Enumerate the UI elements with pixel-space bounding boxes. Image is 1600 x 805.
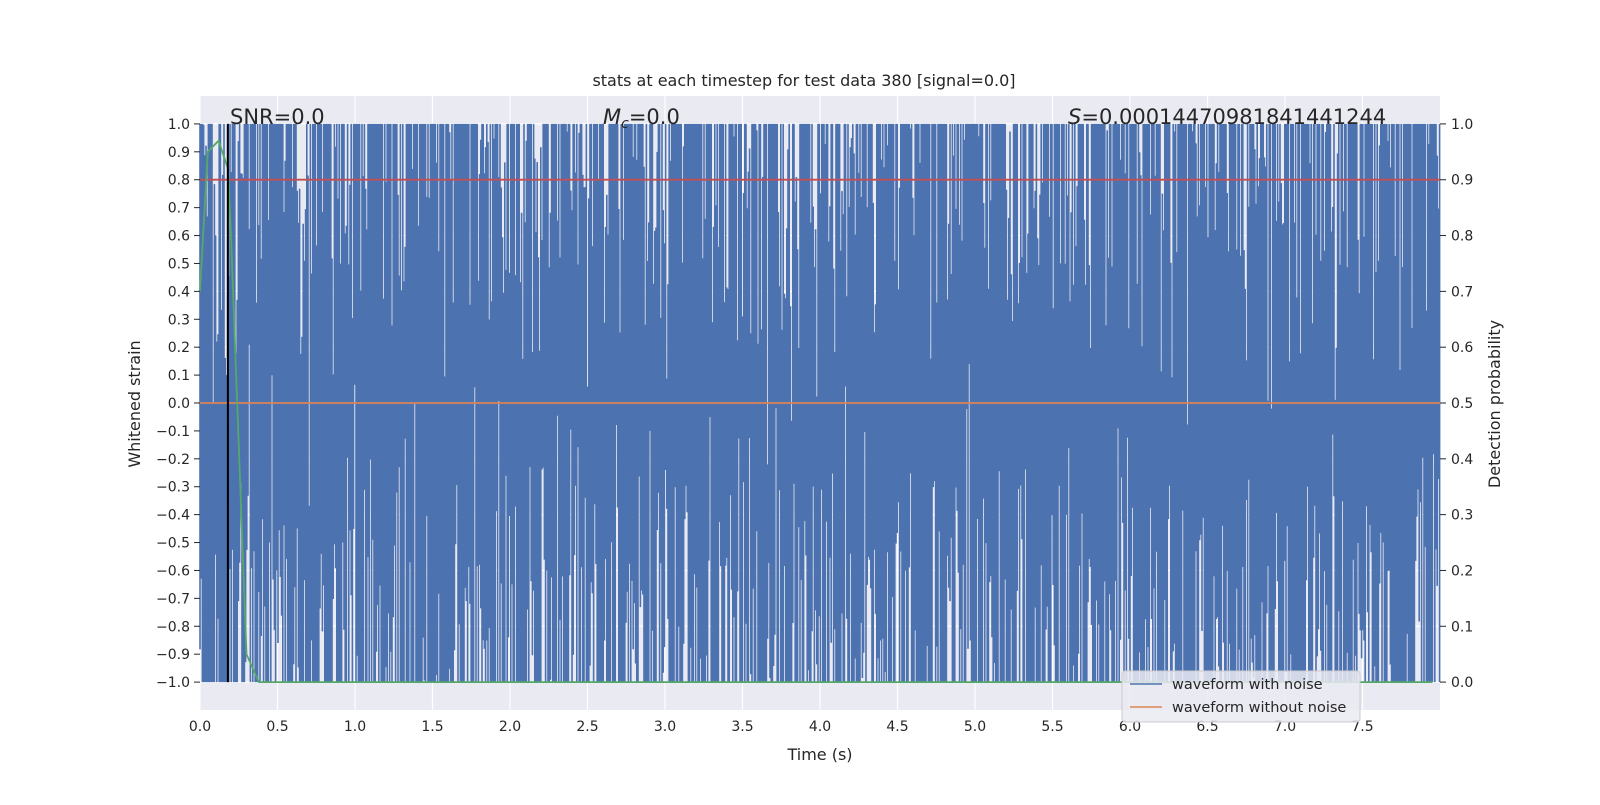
y-right-tick-label: 0.7 bbox=[1451, 284, 1473, 300]
x-tick-label: 7.0 bbox=[1274, 719, 1296, 735]
y-left-tick-label: −1.0 bbox=[156, 675, 190, 691]
legend-label-noise: waveform with noise bbox=[1172, 677, 1323, 693]
series-line-3 bbox=[199, 139, 1433, 683]
legend: waveform with noise waveform without noi… bbox=[1121, 670, 1361, 723]
series-lines bbox=[199, 123, 1440, 683]
y-right-axis-label: Detection probability bbox=[1485, 320, 1504, 488]
mc-subscript: c bbox=[621, 116, 629, 132]
x-tick-labels: 0.0 0.5 1.0 1.5 2.0 2.5 3.0 3.5 4.0 4.5 5.0 5.5 6.0 6… bbox=[189, 719, 1374, 735]
y-left-tick-label: −0.8 bbox=[156, 619, 190, 635]
y-left-tick-label: −0.4 bbox=[156, 508, 190, 524]
y-left-tick-label: −0.6 bbox=[156, 563, 190, 579]
x-tick-label: 0.0 bbox=[189, 719, 211, 735]
y-left-tick-labels: 1.0 0.9 0.8 0.7 0.6 0.5 0.4 0.3 0.2 0.1 0.0 −0.1 −0.… bbox=[156, 117, 200, 691]
y-left-tick-label: 0.1 bbox=[168, 368, 190, 384]
legend-box bbox=[1121, 670, 1361, 723]
y-right-tick-labels: 1.0 0.9 0.8 0.7 0.6 0.5 0.4 0.3 0.2 0.1 0.0 bbox=[1440, 117, 1473, 691]
x-tick-label: 5.5 bbox=[1041, 719, 1063, 735]
x-axis-label: Time (s) bbox=[786, 745, 852, 764]
x-tick-label: 1.5 bbox=[421, 719, 443, 735]
x-tick-label: 1.0 bbox=[344, 719, 366, 735]
y-right-tick-label: 0.1 bbox=[1451, 619, 1473, 635]
y-right-tick-label: 1.0 bbox=[1451, 117, 1473, 133]
y-right-tick-label: 0.8 bbox=[1451, 229, 1473, 245]
x-tick-label: 3.5 bbox=[731, 719, 753, 735]
y-left-tick-label: 0.0 bbox=[168, 396, 190, 412]
y-left-tick-label: −0.1 bbox=[156, 424, 190, 440]
legend-label-clean: waveform without noise bbox=[1172, 700, 1346, 716]
x-tick-label: 6.5 bbox=[1196, 719, 1218, 735]
y-left-tick-label: 1.0 bbox=[168, 117, 190, 133]
y-left-tick-label: −0.9 bbox=[156, 647, 190, 663]
y-left-tick-label: 0.8 bbox=[168, 173, 190, 189]
snr-annotation: SNR=0.0 bbox=[230, 105, 325, 129]
s-value: =0.00014470981841441244 bbox=[1081, 105, 1386, 129]
s-annotation: S=0.00014470981841441244 bbox=[1068, 105, 1386, 129]
y-right-tick-label: 0.0 bbox=[1451, 675, 1473, 691]
y-right-tick-label: 0.5 bbox=[1451, 396, 1473, 412]
y-left-tick-label: 0.5 bbox=[168, 256, 190, 272]
x-tick-label: 0.5 bbox=[266, 719, 288, 735]
y-left-tick-label: 0.3 bbox=[168, 312, 190, 328]
y-right-tick-label: 0.3 bbox=[1451, 508, 1473, 524]
y-left-tick-label: −0.3 bbox=[156, 480, 190, 496]
mc-annotation: Mc=0.0 bbox=[603, 105, 680, 132]
x-tick-label: 4.0 bbox=[809, 719, 831, 735]
y-right-tick-label: 0.4 bbox=[1451, 452, 1473, 468]
mc-value: =0.0 bbox=[629, 105, 680, 129]
x-tick-label: 4.5 bbox=[886, 719, 908, 735]
y-left-axis-label: Whitened strain bbox=[125, 340, 144, 467]
y-left-tick-label: −0.5 bbox=[156, 536, 190, 552]
mc-symbol: M bbox=[603, 105, 621, 129]
y-left-tick-label: 0.2 bbox=[168, 340, 190, 356]
chart-title: stats at each timestep for test data 380… bbox=[592, 71, 1015, 90]
x-tick-label: 2.5 bbox=[576, 719, 598, 735]
y-left-tick-label: −0.2 bbox=[156, 452, 190, 468]
y-left-tick-label: −0.7 bbox=[156, 591, 190, 607]
x-tick-label: 6.0 bbox=[1119, 719, 1141, 735]
y-right-tick-label: 0.9 bbox=[1451, 173, 1473, 189]
y-left-tick-label: 0.9 bbox=[168, 145, 190, 161]
x-tick-label: 2.0 bbox=[499, 719, 521, 735]
y-left-tick-label: 0.6 bbox=[168, 229, 190, 245]
y-right-tick-label: 0.2 bbox=[1451, 563, 1473, 579]
y-left-tick-label: 0.7 bbox=[168, 201, 190, 217]
y-right-tick-label: 0.6 bbox=[1451, 340, 1473, 356]
y-left-tick-label: 0.4 bbox=[168, 284, 190, 300]
x-tick-label: 7.5 bbox=[1351, 719, 1373, 735]
s-symbol: S bbox=[1068, 105, 1081, 129]
x-tick-label: 3.0 bbox=[654, 719, 676, 735]
x-tick-label: 5.0 bbox=[964, 719, 986, 735]
